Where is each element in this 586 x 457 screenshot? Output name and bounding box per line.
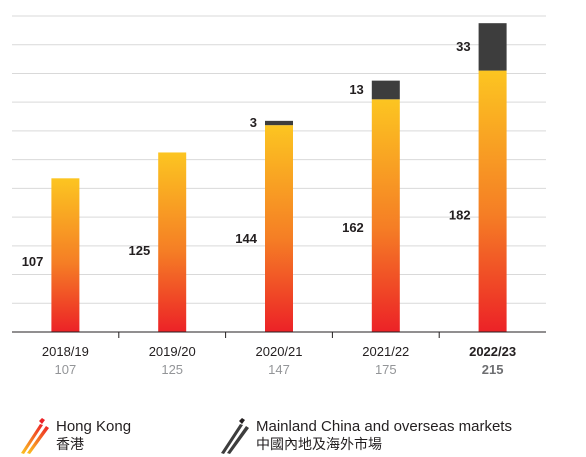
bar-hong-kong — [51, 178, 79, 332]
bar-mainland-overseas — [372, 81, 400, 100]
bar-hong-kong — [372, 99, 400, 332]
data-label-hong-kong: 107 — [22, 254, 44, 269]
category-total-label: 125 — [161, 362, 183, 377]
category-total-label: 215 — [482, 362, 504, 377]
bar-hong-kong — [265, 125, 293, 332]
x-tick-label: 2019/20 — [149, 344, 196, 359]
legend-label-hong-kong: Hong Kong — [56, 418, 131, 436]
data-label-mainland-overseas: 33 — [456, 39, 470, 54]
legend-label-mainland-overseas-zh: 中國內地及海外市場 — [256, 436, 512, 454]
chopsticks-icon — [18, 418, 52, 454]
x-tick-label: 2021/22 — [362, 344, 409, 359]
x-tick-label: 2018/19 — [42, 344, 89, 359]
bar-mainland-overseas — [479, 23, 507, 70]
category-total-label: 175 — [375, 362, 397, 377]
legend-mainland-overseas: Mainland China and overseas markets 中國內地… — [218, 418, 512, 454]
data-label-hong-kong: 162 — [342, 220, 364, 235]
bar-hong-kong — [479, 71, 507, 332]
data-label-mainland-overseas: 3 — [250, 115, 257, 130]
data-label-mainland-overseas: 13 — [349, 82, 363, 97]
bars — [51, 23, 506, 332]
x-axis: 2018/19 107 2019/20 125 2020/21 147 2021/22 175… — [12, 332, 546, 377]
data-label-hong-kong: 182 — [449, 208, 471, 223]
legend-label-mainland-overseas: Mainland China and overseas markets — [256, 418, 512, 436]
x-tick-label: 2020/21 — [256, 344, 303, 359]
category-total-label: 107 — [55, 362, 77, 377]
legend-hong-kong: Hong Kong 香港 — [18, 418, 131, 454]
chopsticks-icon — [218, 418, 252, 454]
legend-label-hong-kong-zh: 香港 — [56, 436, 131, 454]
data-label-hong-kong: 144 — [235, 231, 257, 246]
category-total-label: 147 — [268, 362, 290, 377]
data-label-hong-kong: 125 — [128, 243, 150, 258]
bar-mainland-overseas — [265, 121, 293, 125]
x-tick-label: 2022/23 — [469, 344, 516, 359]
bar-hong-kong — [158, 152, 186, 332]
